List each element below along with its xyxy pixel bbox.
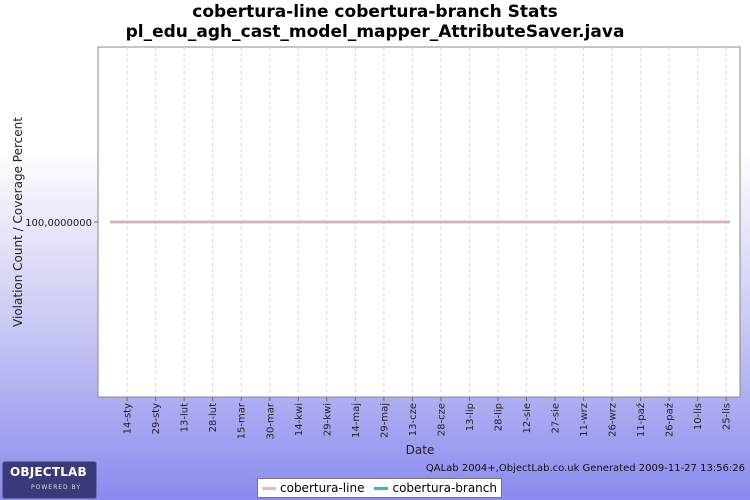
x-axis-label: Date	[405, 443, 435, 457]
x-tick-label: 11-paź	[635, 403, 647, 437]
x-tick-label: 28-lut	[208, 403, 219, 432]
legend-swatch-line	[262, 486, 276, 490]
legend-label-line: cobertura-line	[280, 481, 365, 495]
x-tick-label: 11-wrz	[579, 403, 590, 437]
x-tick-label: 26-wrz	[608, 403, 619, 437]
x-tick-label: 15-mar	[237, 402, 248, 439]
x-tick-label: 28-cze	[436, 403, 447, 436]
x-tick-label: 29-maj	[379, 403, 390, 438]
chart-title: cobertura-line cobertura-branch Stats	[192, 2, 558, 22]
x-tick-label: 10-lis	[693, 403, 704, 430]
x-tick-label: 27-sie	[551, 403, 562, 433]
x-tick-label: 14-sty	[123, 403, 134, 434]
logo-brand: OBJECTLAB	[10, 465, 87, 479]
x-tick-label: 29-sty	[151, 403, 162, 434]
chart-legend: cobertura-line cobertura-branch	[257, 478, 502, 498]
x-tick-label: 13-cze	[408, 403, 419, 436]
logo-sub: POWERED BY	[31, 484, 82, 491]
legend-item-branch: cobertura-branch	[374, 481, 497, 495]
x-tick-label: 13-lut	[180, 403, 191, 432]
x-tick-label: 14-maj	[351, 403, 362, 438]
x-tick-label: 30-mar	[265, 402, 276, 439]
objectlab-logo: OBJECTLAB POWERED BY	[2, 461, 97, 499]
x-tick-label: 13-lip	[465, 403, 476, 431]
legend-swatch-branch	[374, 486, 389, 490]
x-tick-label: 14-kwi	[294, 403, 305, 436]
x-tick-label: 26-paź	[664, 403, 676, 437]
y-axis-label: Violation Count / Coverage Percent	[11, 117, 25, 327]
x-tick-label: 29-kwi	[322, 403, 333, 436]
y-tick-label: 100,0000000	[25, 218, 92, 229]
x-tick-label: 12-sie	[522, 403, 533, 433]
generated-footer: QALab 2004+,ObjectLab.co.uk Generated 20…	[425, 463, 745, 474]
x-tick-label: 25-lis	[722, 403, 733, 430]
chart-subtitle: pl_edu_agh_cast_model_mapper_AttributeSa…	[125, 22, 625, 42]
x-tick-label: 28-lip	[493, 403, 504, 431]
legend-label-branch: cobertura-branch	[392, 481, 497, 495]
legend-item-line: cobertura-line	[262, 481, 364, 495]
